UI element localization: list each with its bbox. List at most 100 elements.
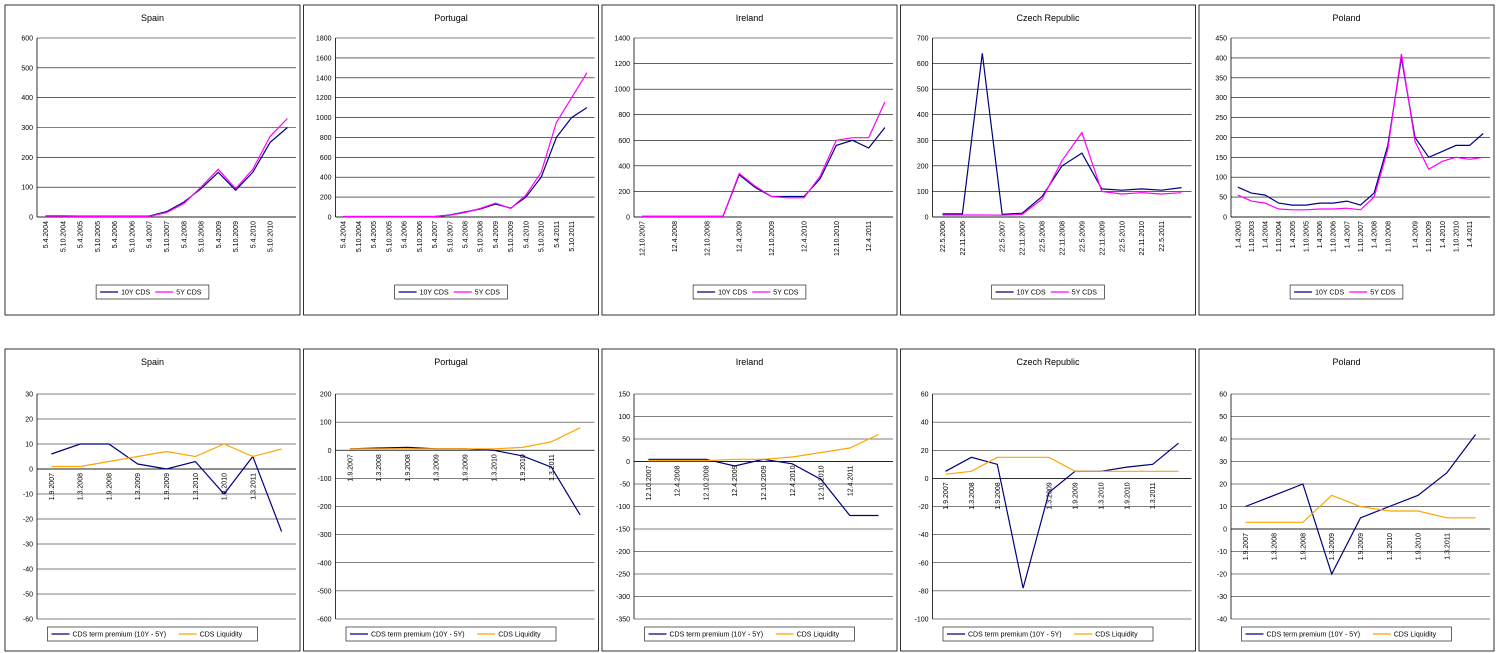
- x-tick-label: 12.4.2011: [847, 465, 854, 496]
- x-tick-label: 1.9.2009: [164, 473, 171, 500]
- y-tick-label: 400: [21, 95, 33, 102]
- legend-label: CDS term premium (10Y - 5Y): [1267, 632, 1361, 639]
- x-tick-label: 1.10.2005: [1303, 221, 1310, 252]
- series-line: [51, 443, 282, 468]
- legend-label: 10Y CDS: [718, 290, 747, 297]
- series-line: [648, 433, 879, 462]
- x-tick-label: 1.9.2008: [405, 454, 412, 481]
- x-tick-label: 1.3.2008: [376, 454, 383, 481]
- x-tick-label: 5.10.2009: [233, 221, 240, 252]
- legend-label: CDS term premium (10Y - 5Y): [968, 632, 1062, 639]
- x-tick-label: 12.4.2008: [675, 465, 682, 496]
- legend-box: [942, 626, 1154, 642]
- series-line: [1245, 494, 1476, 523]
- x-tick-label: 22.11.2009: [1099, 221, 1106, 256]
- y-tick-label: 300: [1215, 95, 1227, 102]
- y-tick-label: 0: [626, 459, 630, 466]
- x-tick-label: 1.3.2009: [1329, 533, 1336, 560]
- panel: [4, 4, 301, 316]
- y-tick-label: 100: [1215, 175, 1227, 182]
- y-tick-label: -50: [620, 482, 630, 489]
- x-tick-label: 1.10.2004: [1276, 221, 1283, 252]
- y-tick-label: -500: [317, 588, 331, 595]
- x-tick-label: 1.10.2008: [1385, 221, 1392, 252]
- x-tick-label: 5.4.2010: [523, 221, 530, 248]
- y-tick-label: 1600: [316, 55, 332, 62]
- y-tick-label: 1800: [316, 36, 332, 43]
- y-tick-label: 400: [618, 163, 630, 170]
- x-tick-label: 5.10.2010: [268, 221, 275, 252]
- x-tick-label: 12.10.2009: [769, 221, 776, 256]
- y-tick-label: 800: [320, 135, 332, 142]
- y-tick-label: 0: [29, 215, 33, 222]
- x-tick-label: 1.9.2009: [1072, 482, 1079, 509]
- y-tick-label: 40: [921, 420, 929, 427]
- x-tick-label: 1.9.2007: [943, 482, 950, 509]
- chart-title: Czech Republic: [1016, 357, 1080, 367]
- panel: [601, 4, 898, 316]
- y-tick-label: 400: [1215, 55, 1227, 62]
- y-tick-label: -20: [1217, 572, 1227, 579]
- y-tick-label: 400: [917, 112, 929, 119]
- x-tick-label: 1.4.2007: [1344, 221, 1351, 248]
- y-tick-label: 40: [1219, 437, 1227, 444]
- x-tick-label: 22.11.2006: [960, 221, 967, 256]
- y-tick-label: 100: [917, 189, 929, 196]
- x-tick-label: 12.10.2010: [834, 221, 841, 256]
- legend-label: 10Y CDS: [1017, 290, 1046, 297]
- x-tick-label: 12.4.2009: [732, 465, 739, 496]
- panel: [1198, 4, 1495, 316]
- x-tick-label: 12.4.2010: [801, 221, 808, 252]
- x-tick-label: 1.4.2005: [1290, 221, 1297, 248]
- x-tick-label: 1.3.2010: [1098, 482, 1105, 509]
- y-tick-label: -10: [1217, 549, 1227, 556]
- chart-title: Ireland: [736, 357, 764, 367]
- series-line: [1237, 53, 1484, 211]
- panel: [303, 4, 599, 316]
- x-tick-label: 1.4.2011: [1467, 221, 1474, 248]
- legend-box: [991, 284, 1105, 300]
- x-tick-label: 5.4.2004: [43, 221, 50, 248]
- y-tick-label: 500: [21, 65, 33, 72]
- legend-label: CDS Liquidity: [498, 632, 541, 639]
- series-line: [51, 443, 283, 532]
- legend-box: [644, 626, 855, 642]
- series-line: [945, 442, 1179, 589]
- legend-box: [394, 284, 508, 300]
- series-line: [942, 53, 1182, 216]
- x-tick-label: 1.9.2009: [1358, 533, 1365, 560]
- x-tick-label: 22.5.2008: [1040, 221, 1047, 252]
- legend-label: 10Y CDS: [420, 290, 449, 297]
- x-tick-label: 5.4.2008: [463, 221, 470, 248]
- y-tick-label: 0: [328, 448, 332, 455]
- x-tick-label: 5.10.2009: [508, 221, 515, 252]
- panel: [4, 348, 301, 652]
- y-tick-label: -100: [616, 504, 630, 511]
- legend-label: 5Y CDS: [475, 290, 500, 297]
- x-tick-label: 5.10.2008: [199, 221, 206, 252]
- y-tick-label: 50: [622, 437, 630, 444]
- y-tick-label: 100: [618, 414, 630, 421]
- x-tick-label: 1.9.2008: [995, 482, 1002, 509]
- x-tick-label: 1.3.2010: [1387, 533, 1394, 560]
- y-tick-label: -50: [23, 592, 33, 599]
- x-tick-label: 1.3.2011: [250, 473, 257, 500]
- chart-title: Portugal: [434, 357, 468, 367]
- y-tick-label: -30: [23, 542, 33, 549]
- y-tick-label: 20: [25, 417, 33, 424]
- y-tick-label: -30: [1217, 594, 1227, 601]
- y-tick-label: 200: [320, 195, 332, 202]
- y-tick-label: 0: [626, 215, 630, 222]
- y-tick-label: -40: [23, 567, 33, 574]
- x-tick-label: 5.10.2007: [164, 221, 171, 252]
- y-tick-label: 150: [618, 392, 630, 399]
- x-tick-label: 1.9.2008: [106, 473, 113, 500]
- panel: [900, 4, 1196, 316]
- series-line: [1237, 57, 1484, 206]
- legend-label: 5Y CDS: [1072, 290, 1097, 297]
- y-tick-label: 50: [1219, 414, 1227, 421]
- legend-box: [1289, 284, 1404, 300]
- y-tick-label: 350: [1215, 75, 1227, 82]
- x-tick-label: 12.10.2010: [819, 465, 826, 500]
- y-tick-label: 1200: [316, 95, 332, 102]
